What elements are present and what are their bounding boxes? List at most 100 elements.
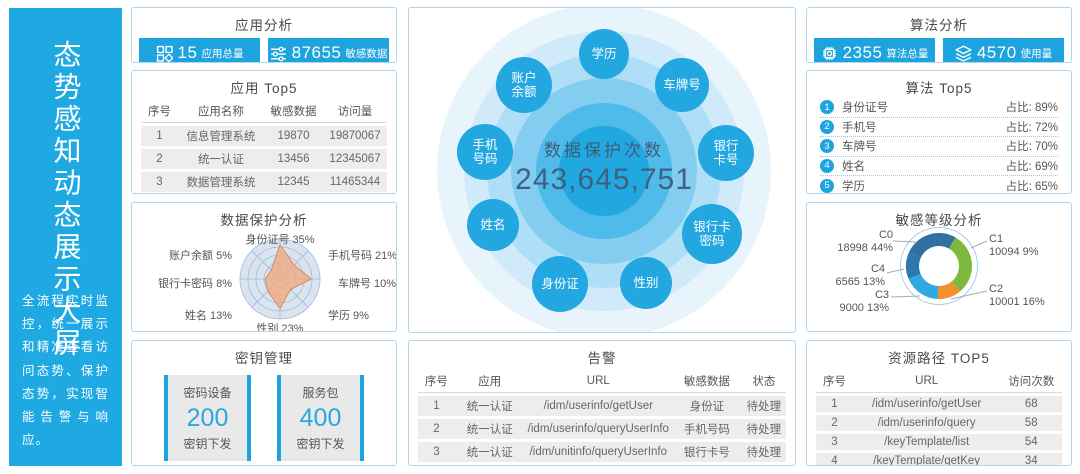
alerts-table: 序号 应用 URL 敏感数据 状态 1 统一认证/idm/userinfo/getUser 身… — [418, 369, 786, 466]
table-row: 4/keyTemplate/getKey 34 — [816, 453, 1062, 465]
card-value: 200 — [186, 403, 229, 432]
table-cell: 1 — [816, 396, 853, 412]
table-cell: 1 — [141, 126, 178, 146]
card-title: 密码设备 — [183, 386, 232, 400]
stat-label: 使用量 — [1020, 47, 1053, 60]
table-row: 1 统一认证/idm/userinfo/getUser 身份证 待处理 — [418, 396, 786, 416]
data-type-bubble: 性别 — [620, 257, 672, 309]
panel-title: 应用分析 — [235, 18, 293, 33]
rank-badge: 2 — [820, 119, 834, 134]
table-cell: 信息管理系统 — [177, 126, 264, 146]
sensitive-data-stat[interactable]: 87655 敏感数据 — [268, 38, 389, 62]
data-type-bubble: 银行卡 密码 — [682, 204, 742, 264]
table-cell: /idm/userinfo/queryUserInfo — [524, 419, 672, 439]
panel-title: 告警 — [587, 351, 617, 366]
rank-ratio: 占比: 65% — [1005, 180, 1058, 193]
table-cell: 19870067 — [323, 126, 387, 146]
rank-name: 手机号 — [842, 121, 877, 134]
table-cell: 统一认证 — [454, 396, 525, 416]
radar-label: 手机号码 21% — [328, 250, 397, 262]
column-header: 序号 — [141, 102, 178, 123]
data-type-bubble: 银行 卡号 — [698, 125, 754, 181]
algo-total-stat[interactable]: 2355 算法总量 — [814, 38, 935, 62]
card-caption: 密钥下发 — [183, 437, 232, 451]
table-cell: 统一认证 — [454, 442, 525, 462]
donut-label-c1: C1 10094 9% — [989, 233, 1039, 258]
table-cell: 12345067 — [323, 149, 387, 169]
rank-ratio: 占比: 70% — [1005, 141, 1058, 154]
donut-segment-c4 — [906, 252, 921, 279]
rank-ratio: 占比: 69% — [1005, 160, 1058, 173]
table-row: 3 数据管理系统 12345 11465344 — [141, 172, 387, 192]
radar-chart: 身份证号 35% 手机号码 21% 车牌号 10% 学历 9% 性别 23% 姓… — [132, 227, 396, 331]
table-cell: /idm/userinfo/query — [852, 415, 1001, 431]
counter-value: 243,645,751 — [515, 163, 693, 196]
panel-protection-rings: 数据保护次数 243,645,751 学历 车牌号 银行 卡号 银行卡 密码 性别 身份证… — [408, 7, 796, 333]
stat-value: 15 — [177, 43, 198, 62]
donut-label-c0: C0 18998 44% — [837, 229, 893, 254]
column-header: 访问量 — [323, 102, 387, 123]
table-cell: 58 — [1000, 415, 1062, 431]
data-type-bubble: 学历 — [579, 29, 629, 79]
table-cell: 密码、账号 — [672, 465, 742, 466]
algo-rank-list: 1 身份证号 占比: 89% 2 手机号 占比: 72% 3 车牌号 占比: 70% 4 姓名 占比:… — [820, 98, 1058, 193]
data-type-bubble: 账户 余额 — [496, 57, 552, 113]
table-cell: /idm/unitinfo/queryUserInfo — [524, 442, 672, 462]
stat-chips: 2355 算法总量 4570 使用量 — [807, 34, 1071, 62]
table-cell: 手机号码 — [671, 419, 742, 439]
table-cell: 待处理 — [741, 442, 786, 462]
app-total-stat[interactable]: 15 应用总量 — [139, 38, 260, 62]
rank-item: 2 手机号 占比: 72% — [820, 118, 1058, 137]
layers-icon — [955, 45, 972, 62]
table-cell: 统一认证 — [454, 419, 525, 439]
radar-label: 车牌号 10% — [338, 278, 397, 290]
table-cell: 1 — [418, 396, 455, 416]
stat-label: 应用总量 — [201, 47, 244, 60]
table-row: 2 统一认证 13456 12345067 — [141, 149, 387, 169]
column-header: 状态 — [741, 372, 786, 393]
donut-label-c4: C4 6565 13% — [835, 263, 885, 288]
table-header-row: 序号 应用 URL 敏感数据 状态 — [418, 372, 786, 393]
panel-algo-analysis: 算法分析 2355 算法总量 4570 使用量 — [806, 7, 1072, 63]
donut-segment-c0 — [908, 233, 956, 258]
rank-badge: 5 — [820, 178, 834, 193]
table-cell: 待处理 — [742, 465, 786, 466]
stat-chips: 15 应用总量 87655 敏感数据 — [132, 34, 396, 62]
column-header: 敏感数据 — [671, 372, 742, 393]
table-cell: /keyTemplate/list — [852, 434, 1001, 450]
table-cell: 2 — [418, 419, 455, 439]
radar-label: 学历 9% — [328, 310, 369, 322]
table-cell: /keyTemplate/getKey — [852, 453, 1001, 465]
panel-title: 数据保护分析 — [220, 213, 308, 228]
column-header: URL — [524, 372, 672, 393]
table-row: 1 信息管理系统 19870 19870067 — [141, 126, 387, 146]
donut-rings — [886, 227, 988, 305]
table-cell: 数据管理系统 — [177, 172, 264, 192]
panel-title: 算法分析 — [910, 18, 968, 33]
donut-label-c3: C3 9000 13% — [839, 289, 889, 314]
table-header-row: 序号 URL 访问次数 — [816, 372, 1062, 393]
usage-stat[interactable]: 4570 使用量 — [943, 38, 1064, 62]
key-device-card: 密码设备 200 密钥下发 — [164, 375, 251, 461]
column-header: 访问次数 — [1000, 372, 1062, 393]
panel-title: 算法 Top5 — [905, 81, 973, 96]
card-title: 服务包 — [302, 386, 339, 400]
column-header: 应用名称 — [177, 102, 264, 123]
rank-ratio: 占比: 89% — [1005, 102, 1058, 115]
data-type-bubble: 姓名 — [467, 199, 519, 251]
resource-top5-table: 序号 URL 访问次数 1/idm/userinfo/getUser 68 2/idm/u… — [816, 369, 1062, 465]
service-pack-card: 服务包 400 密钥下发 — [277, 375, 364, 461]
rank-name: 身份证号 — [842, 102, 888, 115]
donut-label-c2: C2 10001 16% — [989, 283, 1045, 308]
rank-badge: 3 — [820, 139, 834, 154]
rank-name: 姓名 — [842, 160, 865, 173]
table-row: 2 统一认证/idm/userinfo/queryUserInfo 手机号码 待处理 — [418, 419, 786, 439]
panel-sensitivity: 敏感等级分析 C0 18998 44% C1 10094 9% C2 10001 16… — [806, 202, 1072, 332]
radar-label: 姓名 13% — [184, 310, 232, 322]
table-cell: 3 — [418, 442, 455, 462]
table-cell: /idm/userinfo/getUser — [852, 396, 1001, 412]
panel-resource-top5: 资源路径 TOP5 序号 URL 访问次数 1/idm/userinfo/getUse… — [806, 340, 1072, 466]
column-header: URL — [852, 372, 1001, 393]
table-cell: 34 — [1000, 453, 1062, 465]
rank-name: 学历 — [842, 180, 865, 193]
